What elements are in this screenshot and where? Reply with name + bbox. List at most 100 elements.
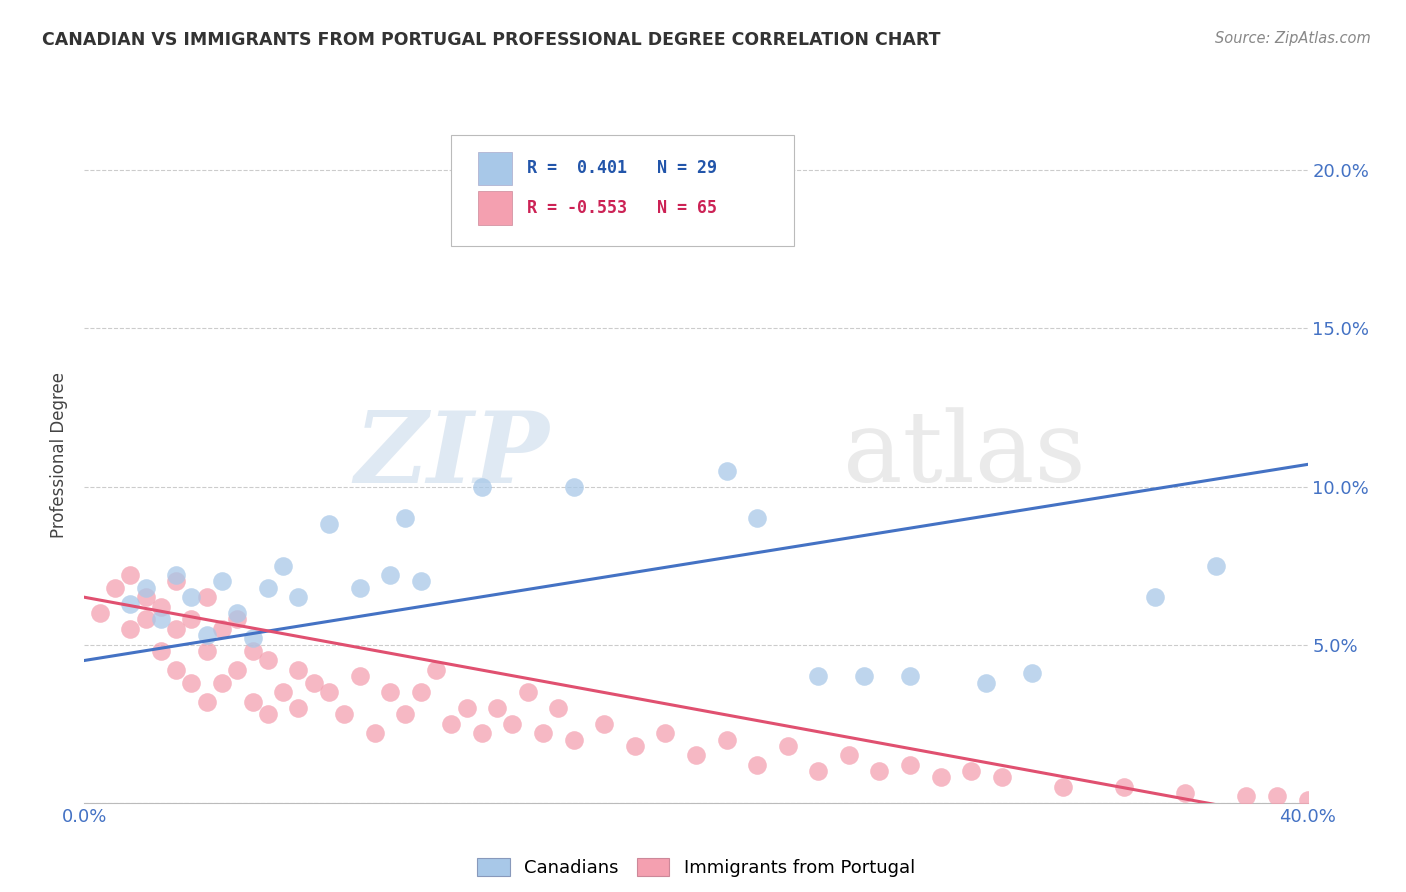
Point xyxy=(287,663,309,677)
Point xyxy=(471,479,494,493)
Point xyxy=(838,748,860,763)
Point xyxy=(89,606,111,620)
Point xyxy=(180,591,202,605)
Point xyxy=(257,653,280,667)
Point xyxy=(180,675,202,690)
Bar xyxy=(478,152,513,185)
Point xyxy=(195,628,218,642)
Bar xyxy=(478,191,513,225)
Point xyxy=(287,701,309,715)
Point xyxy=(165,574,187,589)
Point xyxy=(104,581,127,595)
Point xyxy=(242,632,264,646)
Point xyxy=(1143,591,1166,605)
Point xyxy=(1052,780,1074,794)
Point xyxy=(165,568,187,582)
Point xyxy=(149,644,172,658)
Text: atlas: atlas xyxy=(842,407,1085,503)
Point xyxy=(747,511,769,525)
Point xyxy=(807,764,830,779)
Point xyxy=(547,179,569,194)
Point xyxy=(318,685,340,699)
Point xyxy=(120,597,142,611)
Text: ZIP: ZIP xyxy=(354,407,550,503)
Point xyxy=(1174,786,1197,800)
Point xyxy=(195,695,218,709)
Point xyxy=(624,739,647,753)
Point xyxy=(226,612,249,626)
Point xyxy=(226,606,249,620)
Point xyxy=(149,612,172,626)
Point xyxy=(1205,558,1227,573)
Point xyxy=(120,622,142,636)
Text: CANADIAN VS IMMIGRANTS FROM PORTUGAL PROFESSIONAL DEGREE CORRELATION CHART: CANADIAN VS IMMIGRANTS FROM PORTUGAL PRO… xyxy=(42,31,941,49)
Point xyxy=(195,644,218,658)
Point xyxy=(149,599,172,614)
Point xyxy=(1296,792,1319,806)
Point xyxy=(593,716,616,731)
Point xyxy=(716,464,738,478)
Point xyxy=(135,581,157,595)
Point xyxy=(440,716,463,731)
Point xyxy=(226,663,249,677)
Point xyxy=(562,479,585,493)
Point xyxy=(242,695,264,709)
Point xyxy=(716,732,738,747)
Y-axis label: Professional Degree: Professional Degree xyxy=(51,372,69,538)
Point xyxy=(211,622,233,636)
Point xyxy=(869,764,891,779)
Legend: Canadians, Immigrants from Portugal: Canadians, Immigrants from Portugal xyxy=(470,850,922,884)
Point xyxy=(898,757,921,772)
Point xyxy=(211,675,233,690)
Point xyxy=(287,591,309,605)
Point xyxy=(165,663,187,677)
Text: Source: ZipAtlas.com: Source: ZipAtlas.com xyxy=(1215,31,1371,46)
Point xyxy=(991,771,1014,785)
Point xyxy=(1236,789,1258,804)
FancyBboxPatch shape xyxy=(451,135,794,246)
Point xyxy=(302,675,325,690)
Point xyxy=(409,685,432,699)
Point xyxy=(165,622,187,636)
Point xyxy=(380,568,402,582)
Point xyxy=(242,644,264,658)
Point xyxy=(333,707,356,722)
Point xyxy=(257,581,280,595)
Point xyxy=(349,581,371,595)
Point xyxy=(456,701,478,715)
Point xyxy=(531,726,554,740)
Point xyxy=(502,716,524,731)
Point xyxy=(271,685,294,699)
Point xyxy=(976,675,998,690)
Point xyxy=(960,764,983,779)
Point xyxy=(807,669,830,683)
Point xyxy=(685,748,707,763)
Point xyxy=(409,574,432,589)
Text: R = -0.553   N = 65: R = -0.553 N = 65 xyxy=(527,199,717,217)
Point xyxy=(471,726,494,740)
Point xyxy=(562,732,585,747)
Point xyxy=(271,558,294,573)
Point xyxy=(257,707,280,722)
Point xyxy=(486,701,509,715)
Point xyxy=(747,757,769,772)
Point xyxy=(211,574,233,589)
Point xyxy=(195,591,218,605)
Point xyxy=(180,612,202,626)
Point xyxy=(425,663,447,677)
Point xyxy=(1114,780,1136,794)
Point xyxy=(135,591,157,605)
Point xyxy=(380,685,402,699)
Point xyxy=(853,669,876,683)
Point xyxy=(135,612,157,626)
Point xyxy=(120,568,142,582)
Point xyxy=(929,771,952,785)
Point xyxy=(364,726,387,740)
Point xyxy=(394,707,416,722)
Text: R =  0.401   N = 29: R = 0.401 N = 29 xyxy=(527,160,717,178)
Point xyxy=(1021,666,1043,681)
Point xyxy=(1265,789,1288,804)
Point xyxy=(349,669,371,683)
Point xyxy=(776,739,799,753)
Point xyxy=(516,685,538,699)
